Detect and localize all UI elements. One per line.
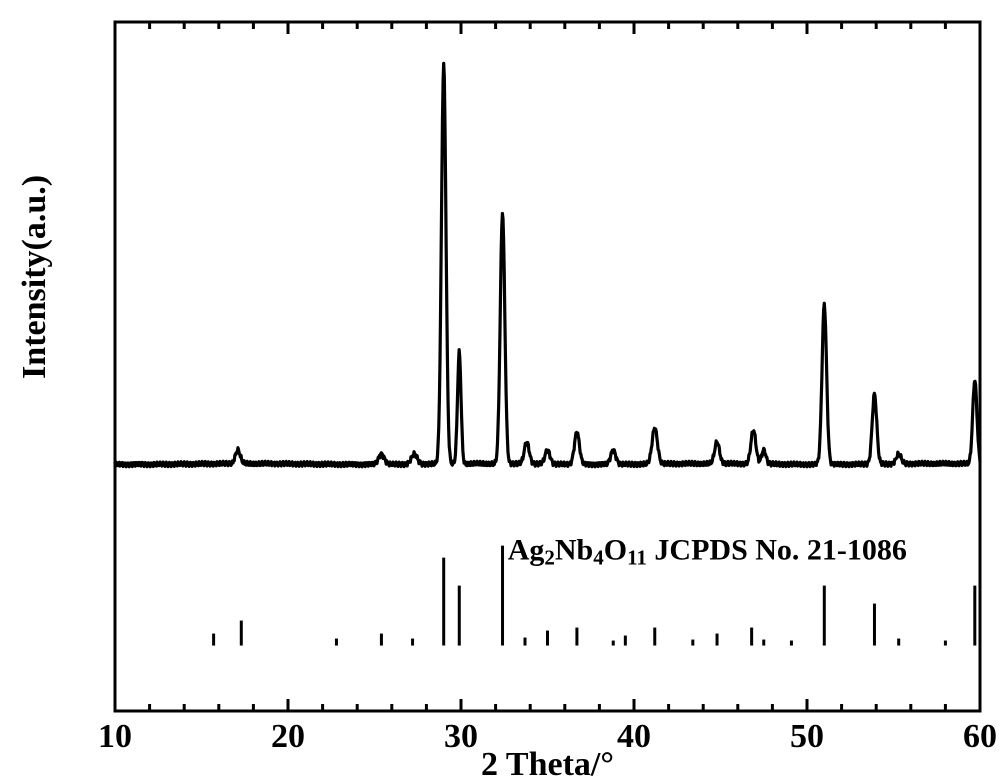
x-axis-label: 2 Theta/° — [481, 746, 614, 781]
x-tick-label: 60 — [963, 718, 997, 755]
reference-annotation: Ag2Nb4O11 JCPDS No. 21-1086 — [508, 533, 907, 569]
x-tick-label: 40 — [617, 718, 651, 755]
chart-svg: 10 20 30 40 50 60 2 Theta/° Intensity(a.u.) Ag2N… — [0, 0, 1000, 781]
xrd-chart: 10 20 30 40 50 60 2 Theta/° Intensity(a.u.) Ag2N… — [0, 0, 1000, 781]
x-tick-label: 30 — [444, 718, 478, 755]
x-tick-label: 50 — [790, 718, 824, 755]
x-tick-label: 10 — [98, 718, 132, 755]
x-tick-label: 20 — [271, 718, 305, 755]
y-axis-label: Intensity(a.u.) — [16, 175, 53, 379]
